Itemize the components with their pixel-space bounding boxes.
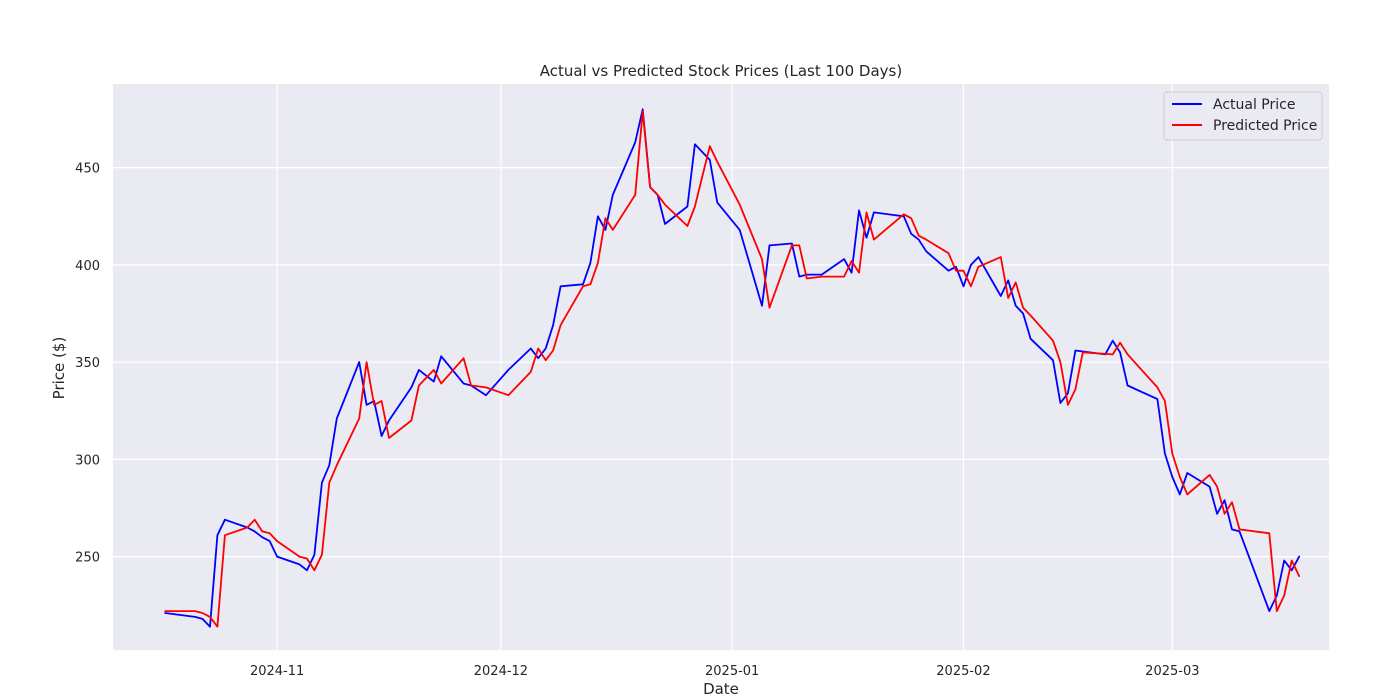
x-tick-label: 2024-12 — [474, 664, 528, 679]
series-lines — [164, 108, 1301, 628]
y-tick-label: 450 — [75, 162, 100, 177]
y-tick-label: 350 — [75, 356, 100, 371]
y-tick-label: 300 — [75, 453, 100, 468]
x-tick-label: 2025-03 — [1145, 664, 1199, 679]
x-axis-label: Date — [703, 680, 739, 698]
y-tick-labels: 250 300 350 400 450 — [75, 162, 100, 566]
series-line-actual — [164, 108, 1301, 628]
plot-area — [113, 84, 1329, 650]
x-tick-label: 2025-02 — [936, 664, 990, 679]
legend-label-actual: Actual Price — [1213, 97, 1295, 113]
y-axis-label: Price ($) — [50, 337, 68, 400]
chart-title: Actual vs Predicted Stock Prices (Last 1… — [540, 62, 902, 80]
series-line-predicted — [164, 110, 1301, 628]
y-tick-label: 400 — [75, 259, 100, 274]
legend: Actual Price Predicted Price — [1163, 91, 1323, 141]
legend-label-predicted: Predicted Price — [1213, 118, 1317, 134]
y-tick-label: 250 — [75, 551, 100, 566]
legend-box — [1163, 91, 1323, 141]
x-tick-labels: 2024-11 2024-12 2025-01 2025-02 2025-03 — [250, 664, 1200, 679]
x-tick-label: 2024-11 — [250, 664, 304, 679]
x-tick-label: 2025-01 — [705, 664, 759, 679]
